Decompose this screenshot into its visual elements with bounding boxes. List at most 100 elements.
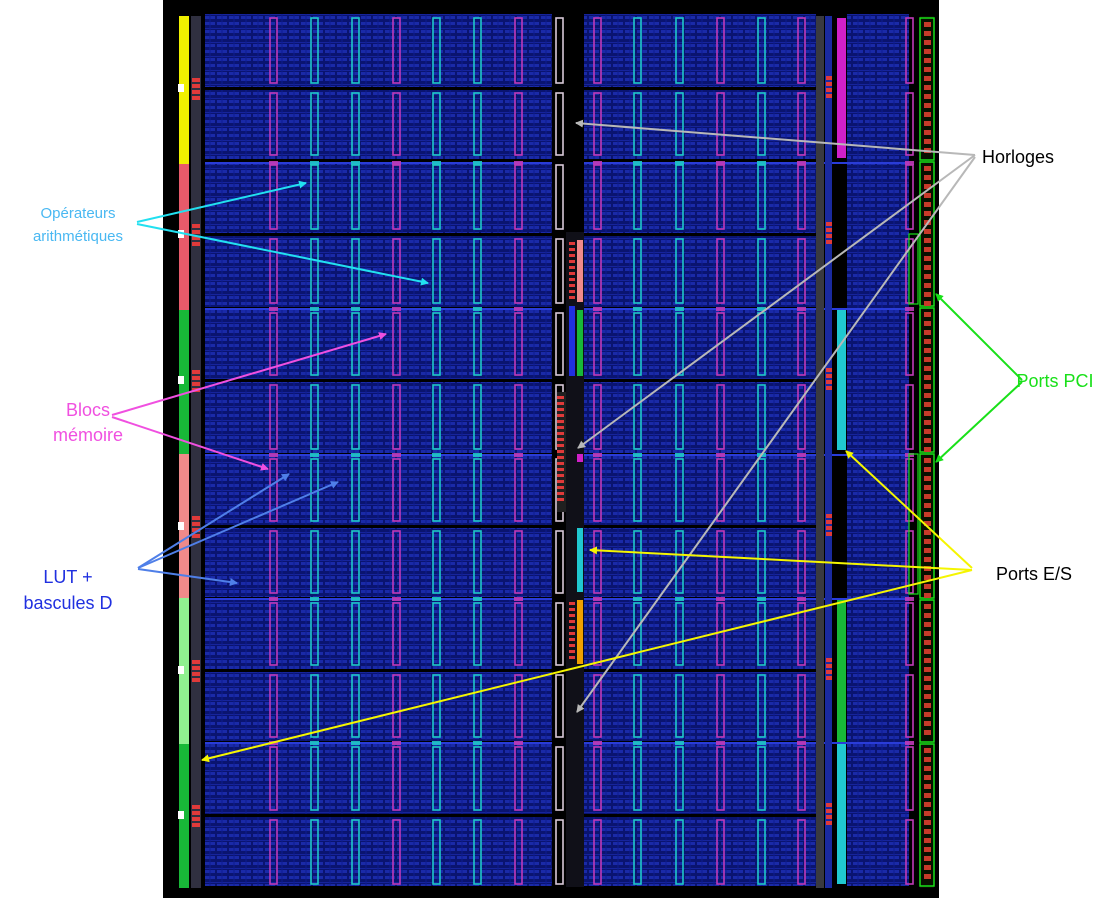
center-bank-cyan <box>577 528 583 592</box>
bram-column <box>269 384 278 450</box>
pci-port-cell <box>924 67 931 72</box>
bram-column <box>392 92 401 156</box>
dsp-column <box>633 674 642 738</box>
dsp-column <box>351 674 360 738</box>
pci-port-cell <box>924 676 931 681</box>
column-node <box>716 453 725 457</box>
pci-port-block <box>919 17 935 161</box>
dsp-column <box>432 312 441 376</box>
dsp-column <box>675 674 684 738</box>
center-io-cell <box>569 644 575 647</box>
column-node <box>432 307 441 311</box>
clock-manager-cell <box>557 426 564 429</box>
pci-port-cell <box>924 321 931 326</box>
center-bank-green <box>577 310 583 376</box>
clock-column <box>555 238 564 304</box>
dsp-column <box>351 819 360 885</box>
right-dark-column <box>816 16 824 888</box>
column-node <box>716 597 725 601</box>
label-memory-blocks-line1: Blocs <box>66 400 110 420</box>
column-node <box>310 597 319 601</box>
io-bank-cell <box>826 664 832 668</box>
dsp-column <box>757 92 766 156</box>
pci-port-cell <box>924 301 931 306</box>
bram-column <box>269 746 278 811</box>
pci-port-cell <box>924 802 931 807</box>
dsp-column <box>757 746 766 811</box>
pci-port-cell <box>924 784 931 789</box>
clock-manager-cell <box>557 498 564 501</box>
pci-port-cell <box>924 121 931 126</box>
pci-port-cell <box>924 238 931 243</box>
pci-port-block <box>919 743 935 887</box>
dsp-column <box>310 674 319 738</box>
bram-column <box>514 92 523 156</box>
clock-column <box>555 674 564 738</box>
io-bank-cell <box>192 805 200 809</box>
transceiver-strip <box>837 310 846 450</box>
pci-port-cell <box>924 658 931 663</box>
io-bank-cell <box>826 676 832 680</box>
column-node <box>675 161 684 165</box>
dsp-column <box>675 746 684 811</box>
column-node <box>432 597 441 601</box>
io-pad-marker <box>178 376 184 384</box>
io-bank-cell <box>826 380 832 384</box>
clock-manager-cell <box>557 444 564 447</box>
column-node <box>797 453 806 457</box>
pci-port-cell <box>924 476 931 481</box>
dsp-column <box>633 312 642 376</box>
io-bank-cell <box>192 382 200 386</box>
bram-column <box>269 17 278 84</box>
column-node <box>310 161 319 165</box>
column-node <box>716 161 725 165</box>
dsp-column <box>757 674 766 738</box>
arrow-memory-1 <box>111 332 387 416</box>
bram-column <box>905 819 914 885</box>
pci-port-cell <box>924 703 931 708</box>
column-node <box>269 453 278 457</box>
column-node <box>633 453 642 457</box>
io-bank-cell <box>826 670 832 674</box>
fabric-detail-layer <box>178 16 935 888</box>
pci-port-cell <box>924 874 931 879</box>
column-node <box>593 307 602 311</box>
label-clocks: Horloges <box>982 147 1054 167</box>
center-io-cell <box>569 608 575 611</box>
clock-column <box>555 17 564 84</box>
global-routing-line <box>584 162 909 164</box>
pci-port-cell <box>924 631 931 636</box>
pci-port-cell <box>924 575 931 580</box>
bram-column <box>514 674 523 738</box>
pci-port-cell <box>924 339 931 344</box>
bram-column <box>797 458 806 522</box>
pci-port-cell <box>924 748 931 753</box>
center-io-cell <box>569 626 575 629</box>
pci-port-cell <box>924 411 931 416</box>
center-io-cell <box>569 656 575 659</box>
label-memory-blocks-line2: mémoire <box>53 425 123 445</box>
io-bank-cell <box>826 234 832 238</box>
clock-manager-cell <box>557 420 564 423</box>
bram-column <box>905 92 914 156</box>
arrow-lut-2 <box>137 481 339 569</box>
bram-column <box>716 819 725 885</box>
column-node <box>392 453 401 457</box>
center-io-cell <box>569 278 575 281</box>
pci-port-cell <box>924 622 931 627</box>
bram-column <box>514 17 523 84</box>
dsp-column <box>473 458 482 522</box>
bram-column <box>716 92 725 156</box>
column-node <box>514 161 523 165</box>
global-routing-line <box>584 308 909 310</box>
column-node <box>351 597 360 601</box>
dsp-column <box>675 530 684 594</box>
column-node <box>905 161 914 165</box>
io-bank-cell <box>826 222 832 226</box>
dsp-column <box>633 530 642 594</box>
dsp-column <box>310 17 319 84</box>
column-node <box>269 597 278 601</box>
center-io-cell <box>569 248 575 251</box>
dsp-column <box>757 238 766 304</box>
fabric-left-half <box>205 14 552 886</box>
